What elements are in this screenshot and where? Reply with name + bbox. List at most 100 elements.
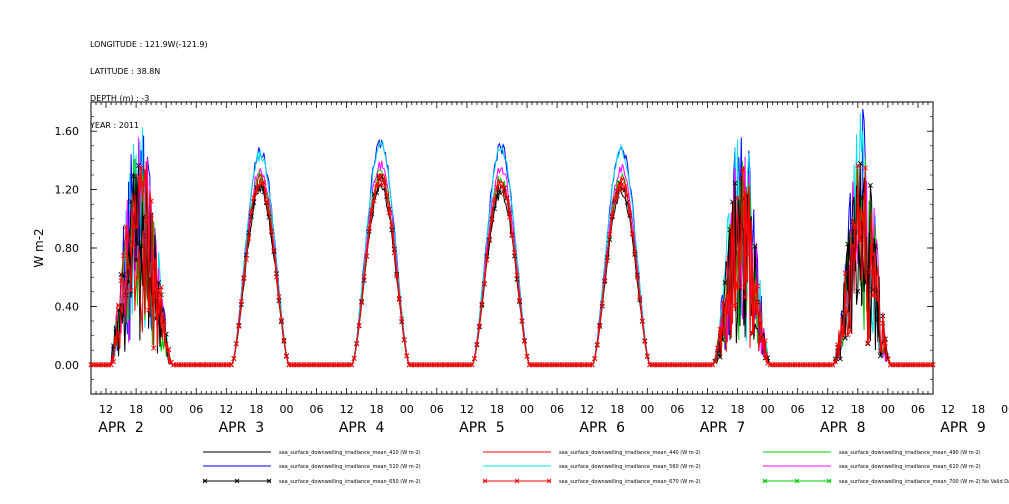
series-marker: [722, 280, 728, 286]
legend-item: sea_surface_downwelling_irradiance_mean_…: [203, 450, 421, 456]
series-marker: [740, 167, 746, 173]
series-marker: [281, 337, 287, 343]
legend-marker: [826, 478, 832, 484]
series-marker: [735, 195, 741, 201]
legend-label: sea_surface_downwelling_irradiance_mean_…: [559, 450, 701, 456]
series-marker: [594, 341, 600, 348]
y-tick-label: 0.40: [55, 300, 80, 313]
x-hour-label: 12: [99, 403, 113, 416]
series-marker: [233, 341, 239, 347]
x-hour-label: 06: [911, 403, 925, 416]
legend-label: sea_surface_downwelling_irradiance_mean_…: [279, 464, 421, 470]
x-hour-label: 00: [881, 403, 895, 416]
series-marker: [762, 338, 768, 344]
series-marker: [121, 253, 127, 259]
series-marker: [126, 265, 132, 271]
header-depth: DEPTH (m) : -3: [90, 94, 150, 103]
legend-label: sea_surface_downwelling_irradiance_mean_…: [839, 450, 981, 456]
series-marker: [622, 184, 628, 190]
x-hour-label: 00: [761, 403, 775, 416]
series-marker: [499, 184, 505, 190]
plot-frame: [90, 101, 934, 395]
series-marker: [867, 182, 873, 188]
x-hour-label: 00: [640, 403, 654, 416]
legend-marker: [482, 478, 488, 484]
legend-label: sea_surface_downwelling_irradiance_mean_…: [279, 450, 421, 456]
series-marker: [624, 193, 630, 199]
series-marker: [514, 272, 520, 278]
series-marker: [391, 250, 397, 256]
x-hour-label: 18: [490, 403, 504, 416]
series-marker: [639, 318, 645, 324]
series-marker: [371, 198, 377, 204]
legend-marker: [794, 478, 800, 484]
series-marker: [354, 340, 360, 346]
series-marker: [882, 340, 888, 346]
x-date-label: APR 6: [579, 420, 625, 436]
x-hour-label: 06: [310, 403, 324, 416]
series-marker: [747, 237, 753, 243]
series-marker: [875, 297, 881, 303]
series-marker: [273, 274, 279, 280]
series-marker: [366, 226, 372, 232]
series-line: [91, 161, 933, 366]
series-marker: [592, 356, 598, 362]
series-markers: [88, 160, 936, 368]
header-latitude: LATITUDE : 38.8N: [90, 67, 161, 76]
x-hour-label: 12: [219, 403, 233, 416]
x-hour-label: 12: [941, 403, 955, 416]
series-marker: [860, 209, 866, 215]
x-hour-label: 18: [971, 403, 985, 416]
series-marker: [496, 180, 502, 186]
series-marker: [283, 353, 289, 359]
series-marker: [842, 335, 848, 341]
series-marker: [845, 332, 851, 338]
series-marker: [163, 341, 169, 347]
series-marker: [516, 298, 523, 304]
series-marker: [727, 300, 733, 306]
series-marker: [128, 288, 134, 294]
series-marker: [724, 311, 731, 317]
series-marker: [143, 218, 149, 224]
series-marker: [243, 256, 249, 263]
series-marker: [609, 213, 615, 219]
series-marker: [479, 301, 485, 307]
series-marker: [597, 324, 603, 330]
series-marker: [248, 208, 254, 215]
series-marker: [604, 257, 610, 263]
x-date-label: APR 4: [339, 420, 385, 436]
chart-series: [88, 108, 936, 368]
series-marker: [469, 362, 475, 368]
series-marker: [732, 180, 738, 186]
legend-item: sea_surface_downwelling_irradiance_mean_…: [483, 464, 701, 470]
series-marker: [757, 334, 763, 340]
series-marker: [158, 284, 164, 290]
series-marker: [113, 336, 119, 342]
series-line: [91, 158, 933, 366]
series-marker: [632, 249, 638, 255]
series-line: [91, 137, 933, 366]
series-marker: [730, 237, 736, 243]
series-marker: [359, 300, 365, 306]
series-marker: [484, 257, 490, 263]
series-marker: [750, 330, 756, 336]
series-marker: [389, 222, 395, 228]
x-hour-label: 18: [129, 403, 143, 416]
series-marker: [840, 328, 846, 334]
x-date-label: APR 9: [940, 420, 986, 436]
series-marker: [501, 191, 508, 197]
series-marker: [148, 198, 154, 204]
x-hour-label: 12: [340, 403, 354, 416]
series-marker: [476, 323, 482, 329]
series-marker: [872, 243, 878, 249]
legend-marker: [234, 478, 240, 484]
series-marker: [872, 292, 878, 298]
series-marker: [271, 247, 277, 253]
series-marker: [151, 345, 157, 351]
y-tick-label: 0.80: [55, 242, 80, 255]
legend-label: sea_surface_downwelling_irradiance_mean_…: [839, 479, 1009, 485]
series-marker: [885, 357, 891, 363]
series-marker: [489, 217, 495, 223]
series-marker: [855, 163, 861, 169]
